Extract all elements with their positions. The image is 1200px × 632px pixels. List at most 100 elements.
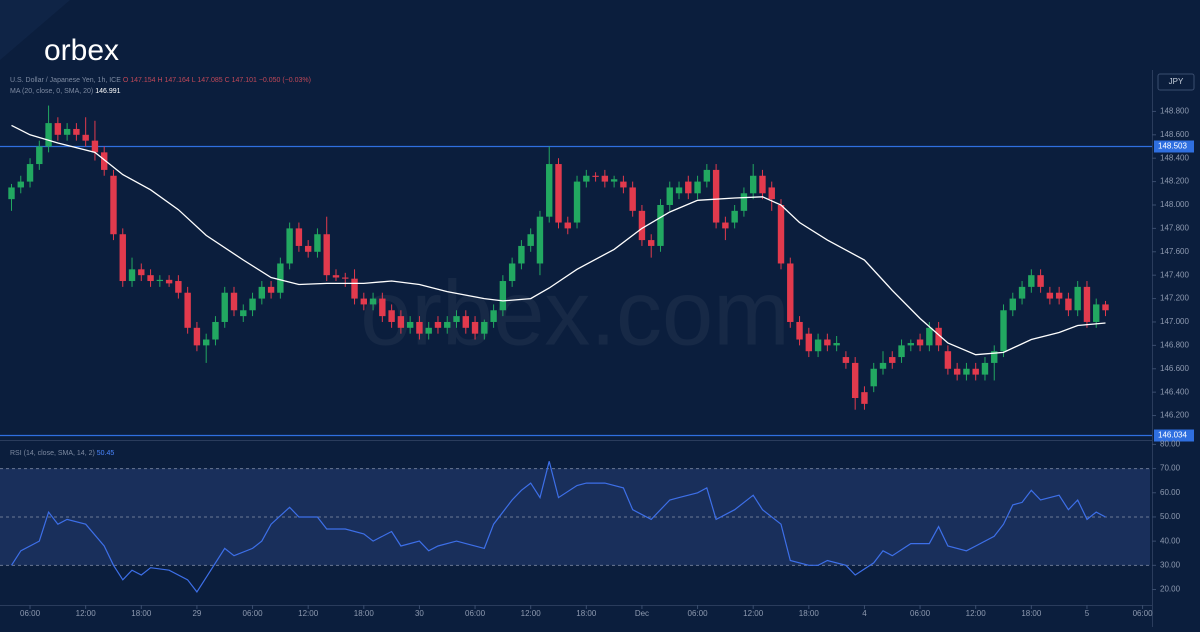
candle-body	[573, 181, 581, 223]
candle-body	[1009, 298, 1016, 311]
candle-body	[610, 179, 618, 182]
candle-body	[870, 368, 877, 387]
y-tick-label: 80.00	[1160, 439, 1181, 448]
candle-body	[694, 181, 701, 194]
candle-body	[712, 169, 720, 223]
candle-body	[1102, 304, 1109, 311]
candle-body	[731, 210, 738, 223]
x-tick-label: 18:00	[354, 609, 375, 618]
candle-body	[833, 343, 840, 346]
candle-body	[147, 275, 154, 282]
x-tick-label: 29	[192, 609, 201, 618]
candle-body	[295, 228, 303, 246]
candle-body	[935, 327, 942, 346]
ma-value: 146.991	[95, 88, 120, 95]
candle-body	[991, 351, 998, 363]
candle-body	[8, 187, 15, 200]
x-tick-label: 06:00	[20, 609, 41, 618]
candle-body	[981, 362, 989, 375]
y-tick-label: 30.00	[1160, 560, 1181, 569]
candle-body	[73, 128, 80, 135]
candle-body	[406, 321, 414, 328]
candle-body	[499, 281, 507, 311]
candle-body	[258, 286, 266, 299]
candle-body	[916, 339, 924, 346]
rsi-line	[10, 461, 1106, 593]
candle-body	[138, 269, 145, 276]
candle-body	[471, 321, 479, 334]
candle-body	[564, 222, 571, 229]
candle-body	[768, 187, 775, 200]
y-tick-label: 146.400	[1160, 387, 1189, 396]
y-tick-label: 148.600	[1160, 130, 1189, 139]
candle-body	[851, 362, 859, 399]
candle-body	[555, 164, 562, 223]
candle-body	[314, 234, 321, 252]
candle-body	[1028, 275, 1035, 287]
candle-body	[369, 298, 377, 305]
candle-body	[861, 392, 868, 404]
x-tick-label: 4	[862, 609, 867, 618]
x-tick-label: 18:00	[131, 609, 152, 618]
candle-body	[360, 298, 368, 305]
candle-body	[814, 339, 822, 352]
candle-body	[648, 240, 655, 246]
level-label: 148.503	[1158, 142, 1187, 151]
ma-name: MA (20, close, 0, SMA, 20)	[10, 88, 93, 95]
candle-body	[388, 310, 395, 322]
candle-body	[202, 339, 210, 346]
candle-body	[1037, 275, 1044, 287]
candle-body	[434, 321, 442, 328]
y-tick-label: 147.000	[1160, 317, 1189, 326]
candle-body	[675, 187, 683, 194]
candle-body	[240, 310, 247, 317]
candle-body	[740, 193, 748, 211]
candle-body	[193, 327, 201, 346]
candle-body	[703, 169, 711, 182]
candle-body	[165, 279, 173, 284]
candle-body	[175, 281, 182, 293]
y-tick-label: 147.200	[1160, 294, 1189, 303]
y-tick-label: 146.600	[1160, 364, 1189, 373]
candle-body	[889, 357, 896, 363]
x-tick-label: Dec	[635, 609, 649, 618]
candle-body	[1083, 286, 1091, 322]
candle-body	[592, 175, 599, 177]
candle-body	[230, 292, 238, 311]
logo: orbex	[44, 34, 119, 67]
rsi-legend: RSI (14, close, SMA, 14, 2) 50.45	[10, 450, 114, 457]
candle-body	[1000, 310, 1007, 352]
x-tick-label: 18:00	[1021, 609, 1042, 618]
rsi-name: RSI (14, close, SMA, 14, 2)	[10, 450, 95, 457]
level-label: 146.034	[1158, 431, 1187, 440]
candle-body	[536, 216, 544, 264]
y-tick-label: 148.800	[1160, 107, 1189, 116]
y-tick-label: 70.00	[1160, 464, 1181, 473]
candle-body	[54, 123, 62, 135]
candle-body	[972, 368, 979, 375]
candle-body	[26, 164, 34, 182]
y-tick-label: 20.00	[1160, 585, 1181, 594]
candle-body	[953, 368, 961, 375]
x-tick-label: 12:00	[298, 609, 319, 618]
candle-body	[527, 234, 534, 246]
candle-body	[926, 327, 933, 346]
y-tick-label: 146.800	[1160, 340, 1189, 349]
candle-body	[36, 146, 43, 165]
x-tick-label: 30	[415, 609, 424, 618]
candle-body	[583, 175, 590, 182]
x-tick-label: 5	[1085, 609, 1090, 618]
candle-body	[221, 292, 228, 322]
candle-body	[490, 310, 497, 322]
candle-body	[212, 321, 219, 340]
y-tick-label: 147.600	[1160, 247, 1189, 256]
candle-body	[63, 128, 71, 135]
candle-body	[444, 321, 451, 328]
currency-box	[1157, 73, 1195, 91]
candle-body	[759, 175, 766, 194]
candle-body	[110, 175, 117, 235]
y-tick-label: 40.00	[1160, 536, 1181, 545]
candle-body	[249, 298, 256, 311]
candle-body	[546, 164, 553, 217]
ma-line	[11, 124, 1106, 356]
